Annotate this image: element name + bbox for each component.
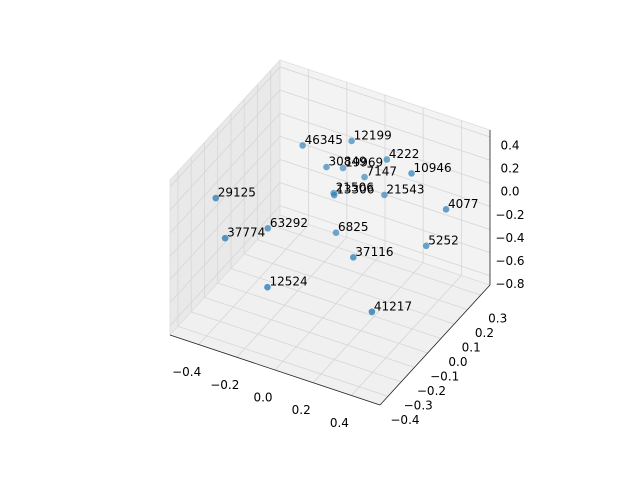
point [330, 191, 338, 199]
y-tick-label: −0.1 [430, 369, 459, 383]
y-tick-label: −0.4 [390, 413, 419, 427]
point-label: 19969 [345, 155, 383, 169]
point [383, 156, 391, 163]
grid-line [230, 268, 442, 339]
grid-line [312, 262, 424, 383]
grid-line [279, 66, 491, 138]
point-label: 6825 [338, 220, 369, 234]
point [422, 242, 430, 250]
x-tick-label: −0.4 [172, 365, 201, 379]
grid-line [169, 89, 281, 211]
y-tick-label: 0.1 [462, 341, 481, 355]
y-tick-label: −0.2 [417, 384, 446, 398]
point [361, 173, 368, 181]
point-label: 13306 [336, 183, 374, 197]
grid-line [198, 224, 309, 345]
grid-line [244, 253, 455, 325]
z-tick-label: −0.2 [495, 208, 524, 222]
grid-line [279, 182, 491, 253]
point [381, 191, 388, 199]
x-tick-label: 0.0 [253, 391, 272, 405]
point [323, 163, 330, 171]
grid-line [270, 224, 481, 296]
grid-line [257, 239, 468, 310]
grid-line [204, 297, 415, 368]
point-label: 4222 [389, 147, 420, 161]
grid-line [191, 311, 402, 383]
point [339, 164, 347, 172]
point [350, 254, 357, 261]
grid-line [279, 112, 491, 184]
z-tick-label: 0.4 [500, 138, 519, 152]
grid-line [169, 205, 281, 327]
point [212, 194, 220, 202]
z-tick-label: −0.8 [495, 277, 524, 291]
point-label: 5252 [428, 233, 459, 247]
point-label: 7147 [367, 165, 398, 179]
point-label: 21543 [386, 182, 424, 196]
grid-line [279, 205, 491, 277]
grid-line [217, 282, 428, 354]
point [264, 225, 272, 232]
point [299, 142, 306, 149]
y-tick-label: 0.0 [448, 355, 467, 369]
point-label: 4077 [448, 197, 479, 211]
grid-line [177, 325, 389, 397]
point-label: 21506 [336, 181, 374, 195]
point-label: 46345 [305, 133, 343, 147]
x-axis-line [169, 334, 381, 406]
point [348, 137, 355, 145]
y-axis-line [379, 284, 491, 406]
point [264, 283, 271, 291]
point-label: 12199 [354, 128, 392, 142]
grid-line [279, 89, 491, 161]
grid-line [169, 66, 281, 188]
point [221, 234, 229, 242]
x-tick-label: 0.4 [330, 416, 349, 430]
y-tick-label: 0.2 [475, 326, 494, 340]
point-label: 37116 [355, 245, 393, 259]
point [442, 205, 450, 213]
z-tick-label: 0.0 [500, 185, 519, 199]
point-label: 29125 [218, 186, 256, 200]
grid-line [169, 112, 281, 234]
point-label: 37774 [227, 226, 265, 240]
point-label: 30849 [328, 155, 366, 169]
grid-line [169, 136, 281, 257]
grid-line [274, 249, 386, 371]
point [368, 308, 376, 316]
y-tick-label: 0.3 [488, 312, 507, 326]
z-tick-label: −0.4 [495, 231, 524, 245]
grid-line [279, 135, 491, 207]
x-tick-label: 0.2 [292, 403, 311, 417]
point [332, 229, 340, 237]
grid-line [169, 159, 281, 280]
point-label: 12524 [269, 275, 307, 289]
point-label: 41217 [374, 299, 412, 313]
x-tick-label: −0.2 [210, 378, 239, 392]
grid-line [169, 182, 281, 303]
point-label: 63292 [270, 216, 308, 230]
z-tick-label: 0.2 [500, 162, 519, 176]
point [408, 170, 415, 177]
grid-line [236, 237, 348, 358]
point-label: 10946 [414, 161, 452, 175]
grid-line [351, 275, 462, 396]
z-tick-label: −0.6 [495, 254, 524, 268]
y-tick-label: −0.3 [404, 398, 433, 412]
